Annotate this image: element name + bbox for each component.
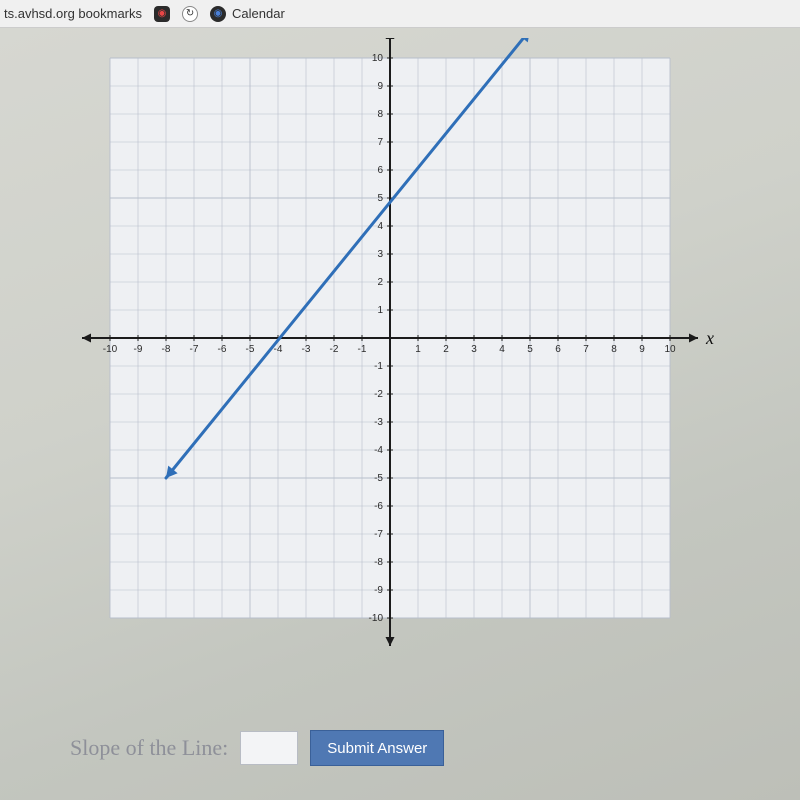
svg-text:-5: -5 [246, 344, 255, 355]
svg-text:4: 4 [499, 344, 505, 355]
svg-text:-8: -8 [374, 557, 383, 568]
submit-answer-button[interactable]: Submit Answer [310, 730, 444, 766]
content-area: -10 -9 -8 -7 -6 -5 -4 -3 -2 -1 1 2 3 4 5 6 7 8 9 10 -10 -9 -8 -… [0, 28, 800, 800]
svg-text:8: 8 [377, 109, 383, 120]
svg-text:-3: -3 [302, 344, 311, 355]
svg-text:-6: -6 [218, 344, 227, 355]
coordinate-graph: -10 -9 -8 -7 -6 -5 -4 -3 -2 -1 1 2 3 4 5 6 7 8 9 10 -10 -9 -8 -… [50, 38, 750, 648]
svg-text:-9: -9 [374, 585, 383, 596]
bookmarks-bar: ts.avhsd.org bookmarks ◉ ↻ ◉ Calendar [0, 0, 800, 28]
refresh-icon: ↻ [182, 6, 198, 22]
svg-text:3: 3 [471, 344, 477, 355]
svg-text:-8: -8 [162, 344, 171, 355]
slope-input[interactable] [240, 731, 298, 765]
svg-text:-3: -3 [374, 417, 383, 428]
answer-row: Slope of the Line: Submit Answer [70, 730, 444, 766]
svg-text:-1: -1 [358, 344, 367, 355]
calendar-icon: ◉ [210, 6, 226, 22]
instagram-icon: ◉ [154, 6, 170, 22]
svg-text:-5: -5 [374, 473, 383, 484]
svg-text:10: 10 [372, 53, 384, 64]
svg-text:-10: -10 [103, 344, 118, 355]
svg-text:-1: -1 [374, 361, 383, 372]
svg-text:10: 10 [664, 344, 676, 355]
svg-text:1: 1 [377, 305, 383, 316]
svg-text:x: x [705, 328, 714, 348]
graph-svg: -10 -9 -8 -7 -6 -5 -4 -3 -2 -1 1 2 3 4 5 6 7 8 9 10 -10 -9 -8 -… [50, 38, 750, 648]
svg-text:-7: -7 [374, 529, 383, 540]
svg-text:-2: -2 [374, 389, 383, 400]
bookmark-icon-2[interactable]: ↻ [182, 6, 198, 22]
svg-text:3: 3 [377, 249, 383, 260]
slope-label: Slope of the Line: [70, 735, 228, 761]
svg-text:-6: -6 [374, 501, 383, 512]
svg-text:7: 7 [583, 344, 589, 355]
svg-text:6: 6 [377, 165, 383, 176]
svg-text:-7: -7 [190, 344, 199, 355]
svg-text:-4: -4 [374, 445, 383, 456]
svg-text:9: 9 [377, 81, 383, 92]
svg-text:7: 7 [377, 137, 383, 148]
bookmark-site-label: ts.avhsd.org bookmarks [4, 6, 142, 21]
svg-text:2: 2 [377, 277, 383, 288]
svg-text:5: 5 [527, 344, 533, 355]
svg-text:-9: -9 [134, 344, 143, 355]
svg-text:4: 4 [377, 221, 383, 232]
bookmark-icon-1[interactable]: ◉ [154, 6, 170, 22]
bookmark-calendar[interactable]: ◉ Calendar [210, 6, 285, 22]
svg-text:6: 6 [555, 344, 561, 355]
svg-text:2: 2 [443, 344, 449, 355]
svg-text:8: 8 [611, 344, 617, 355]
svg-text:-10: -10 [369, 613, 384, 624]
svg-text:9: 9 [639, 344, 645, 355]
bookmark-site[interactable]: ts.avhsd.org bookmarks [4, 6, 142, 21]
svg-text:-2: -2 [330, 344, 339, 355]
bookmark-calendar-label: Calendar [232, 6, 285, 21]
svg-text:5: 5 [377, 193, 383, 204]
svg-text:1: 1 [415, 344, 421, 355]
